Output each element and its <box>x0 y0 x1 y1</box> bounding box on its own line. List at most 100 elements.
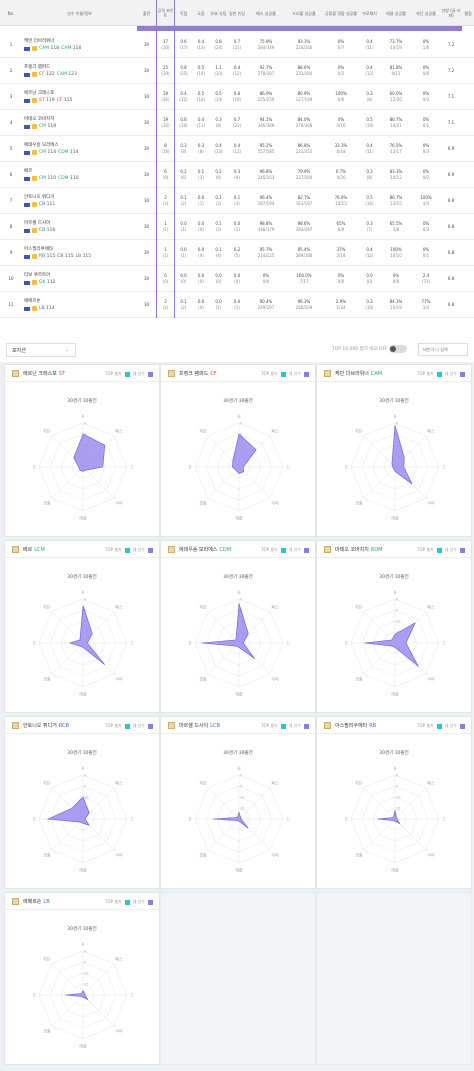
table-row[interactable]: 11 에메르손 LB 114 30 2 (2) 0.1 (2) 0.0 (0) 0.0 (1) 0.… <box>0 292 474 318</box>
col-goals[interactable]: 득점 <box>179 10 188 16</box>
player-info[interactable]: 에르난 크레스포 ST 119 CF 115 <box>24 90 134 103</box>
radar-axis-label: 차단 <box>43 603 51 609</box>
radar-axis-label: 수비 <box>427 676 435 682</box>
player-name: 베르 <box>24 169 33 174</box>
stat-cell: 0.1 (3) <box>233 195 241 206</box>
stat-cell: 8 (16) <box>161 143 170 154</box>
radar-axis-label: 가로 <box>345 816 348 822</box>
stat-cell: 0.5 (16) <box>365 117 374 128</box>
col-dribble[interactable]: 드리블 성공률 <box>292 10 316 16</box>
player-info[interactable]: 프렝크 램파드 CF 122 CAM 123 <box>24 64 134 77</box>
stat-cell: 0.2 (5) <box>233 247 241 258</box>
table-row[interactable]: 1 케빈 더브라위너 CAM 118 CAM 118 30 17 (30) 0.6 (17)… <box>0 32 474 58</box>
position-select[interactable]: 포지션 ⌄ <box>6 343 76 357</box>
col-shots-on[interactable]: 유효 슈팅 <box>210 10 227 16</box>
col-assists[interactable]: 도움 <box>197 10 205 16</box>
player-info[interactable]: 마르셀 드사이 CB 116 <box>24 220 134 233</box>
radar-axis-label: 태클 <box>391 691 399 697</box>
stat-cell: 0.3 (10) <box>365 299 374 310</box>
player-info[interactable]: 베르 CM 110 CDM 110 <box>24 168 134 181</box>
player-info[interactable]: 에데우송 모라에스 CM 114 CDM 114 <box>24 142 134 155</box>
col-tackle[interactable]: 태클 성공률 <box>386 10 406 16</box>
club-icon <box>12 898 19 905</box>
player-positions: CM 119 <box>24 124 134 129</box>
stat-cell: 98.8% 348/379 <box>257 221 275 232</box>
player-info[interactable]: 에메르손 LB 114 <box>24 298 134 311</box>
radar-axis-label: 차단 <box>43 779 51 785</box>
stat-cell: 0.0 (0) <box>197 299 205 310</box>
player-name: 티보 쿠르트아 <box>24 273 51 278</box>
row-no: 9 <box>9 250 13 255</box>
radar-scale-label: 10 <box>396 620 400 624</box>
col-shots[interactable]: 일반 슈팅 <box>229 10 245 16</box>
table-row[interactable]: 8 마르셀 드사이 CB 116 30 1 (1) 0.0 (1) 0.0 (0) 0.1 (2)… <box>0 214 474 240</box>
col-player[interactable]: 선수 이름/정보 <box>67 10 92 16</box>
stat-cell: 0.3 (8) <box>215 117 222 128</box>
col-save[interactable]: 선방 (골 키퍼) <box>441 8 461 18</box>
col-games[interactable]: 출전 <box>142 10 151 16</box>
col-attack-points[interactable]: 공격 포인트 <box>157 8 174 18</box>
position-tag: CF 115 <box>56 98 73 103</box>
table-row[interactable]: 4 마테오 코바치치 CM 119 30 19 (30) 0.6 (19) 0.4 (11) 0… <box>0 110 474 136</box>
table-row[interactable]: 7 안토니오 뤼디거 CB 111 30 2 (3) 0.1 (2) 0.0 (1) 0.1 (2… <box>0 188 474 214</box>
radar-axis-label: 공중 <box>199 677 207 682</box>
table-row[interactable]: 5 에데우송 모라에스 CM 114 CDM 114 30 8 (16) 0.3 (8) 0.… <box>0 136 474 162</box>
stat-cell: 0% 0/2 <box>422 221 430 232</box>
search-input[interactable] <box>423 347 467 352</box>
table-row[interactable]: 10 티보 쿠르트아 GK 112 30 0 (0) 0.0 (0) 0.0 (0) 0.0 (0… <box>0 266 474 292</box>
radar-axis-label: 패스 <box>115 603 123 609</box>
player-info[interactable]: 케빈 더브라위너 CAM 118 CAM 118 <box>24 38 134 51</box>
col-pass[interactable]: 패스 성공률 <box>256 10 276 16</box>
compare-toggle[interactable] <box>389 345 407 353</box>
radar-axis-label: 차단 <box>199 603 207 609</box>
table-row[interactable]: 2 프렝크 램파드 CF 122 CAM 123 30 25 (39) 0.8 (25) 0.… <box>0 58 474 84</box>
col-no[interactable]: No. <box>7 10 15 16</box>
stat-cell: 88.6% 233/264 <box>295 65 313 76</box>
table-row[interactable]: 6 베르 CM 110 CDM 110 30 6 (9) 0.2 (6) 0.1 (3) 0.2(… <box>0 162 474 188</box>
legend-swatch-me <box>304 371 309 377</box>
search-box[interactable] <box>418 343 468 356</box>
radar-axis-label: 가로 <box>189 464 192 470</box>
stat-cell: 6.8 <box>447 302 455 307</box>
table-row[interactable]: 9 아스필리쿠에타 RB 115 CB 115 LB 115 30 1 (1) 0.0 (1)… <box>0 240 474 266</box>
club-icon <box>324 546 331 553</box>
stat-cell: 86.7% 14/21 <box>389 117 403 128</box>
stat-cell: 0.3 (8) <box>180 143 187 154</box>
player-info[interactable]: 마테오 코바치치 CM 119 <box>24 116 134 129</box>
radar-scale-label: 0 <box>84 774 86 778</box>
radar-scale-label: 10 <box>396 796 400 800</box>
chart-title: 30경기 30출전 <box>379 575 409 580</box>
stat-cell: 0.0 (0) <box>180 273 187 284</box>
stat-cell: 0% 0/3 <box>422 143 430 154</box>
stat-cell: 93.3% 224/240 <box>295 39 313 50</box>
col-aerial[interactable]: 공중볼 경합 성공률 <box>325 10 357 16</box>
player-info[interactable]: 아스필리쿠에타 RB 115 CB 115 LB 115 <box>24 246 134 259</box>
col-block[interactable]: 차단 성공률 <box>416 10 436 16</box>
legend-swatch-top <box>124 371 130 377</box>
col-intercept[interactable]: 가로채기 <box>362 10 377 16</box>
table-row[interactable]: 3 에르난 크레스포 ST 119 CF 115 30 19 (26) 0.4 (12) 0.… <box>0 84 474 110</box>
player-info[interactable]: 티보 쿠르트아 GK 112 <box>24 272 134 285</box>
col-grade[interactable]: 평점 <box>464 10 472 16</box>
stat-cell: 2 (3) <box>162 195 169 206</box>
player-info[interactable]: 안토니오 뤼디거 CB 111 <box>24 194 134 207</box>
legend-swatch-me <box>304 547 309 553</box>
radar-spoke <box>51 963 84 996</box>
chart-title: 30경기 30출전 <box>67 399 97 404</box>
stat-cell: 0% 0/2 <box>337 65 345 76</box>
radar-chart: 슈패스드리수비태클 공중 가로 차단 0 5 10 15 <box>345 765 445 873</box>
position-tag: LB 115 <box>75 254 92 259</box>
radar-spoke <box>394 787 427 820</box>
club-icon <box>12 546 19 553</box>
